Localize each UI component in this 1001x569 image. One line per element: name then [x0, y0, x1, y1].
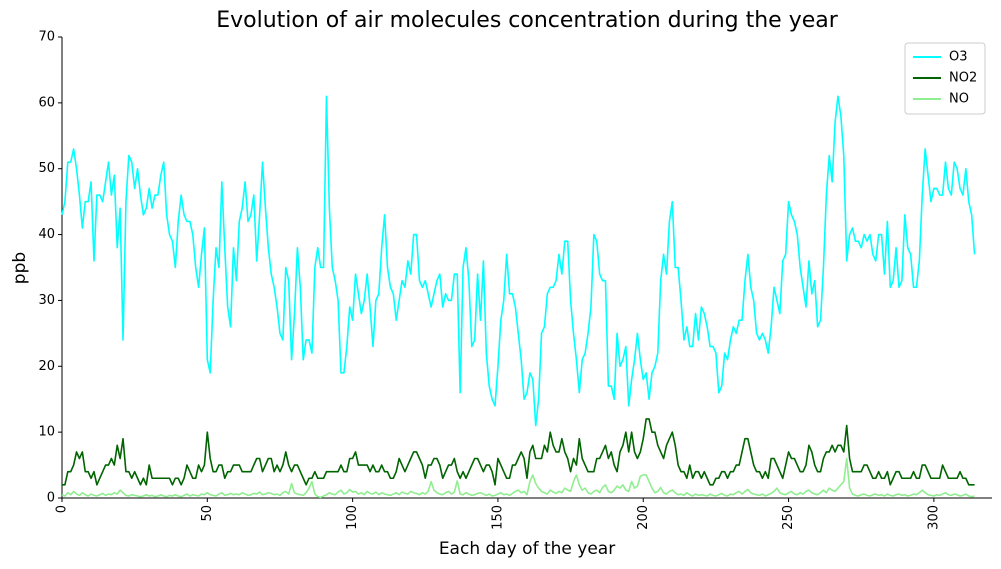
series-line	[61, 95, 976, 427]
legend-label: NO2	[949, 71, 977, 86]
y-tick-label: 50	[38, 161, 55, 176]
legend-label: NO	[949, 92, 969, 107]
x-tick-label: 200	[636, 505, 651, 530]
legend-box	[904, 42, 986, 115]
chart-title: Evolution of air molecules concentration…	[216, 8, 839, 33]
series-line	[62, 418, 975, 486]
y-tick-label: 60	[38, 95, 55, 110]
x-axis-label: Each day of the year	[439, 539, 615, 559]
x-tick-label: 150	[490, 505, 505, 530]
legend-label: O3	[949, 50, 968, 65]
x-tick-label: 0	[55, 505, 70, 513]
y-tick-label: 70	[38, 30, 55, 45]
x-tick-label: 100	[345, 505, 360, 530]
y-tick-label: 0	[47, 491, 55, 506]
x-tick-label: 300	[926, 505, 941, 530]
x-tick-label: 50	[200, 505, 215, 522]
y-tick-label: 40	[38, 227, 55, 242]
y-axis-label: ppb	[10, 252, 30, 284]
y-tick-label: 10	[38, 425, 55, 440]
y-tick-label: 30	[38, 293, 55, 308]
series-line	[61, 457, 975, 499]
x-tick-label: 250	[781, 505, 796, 530]
y-tick-label: 20	[38, 359, 55, 374]
